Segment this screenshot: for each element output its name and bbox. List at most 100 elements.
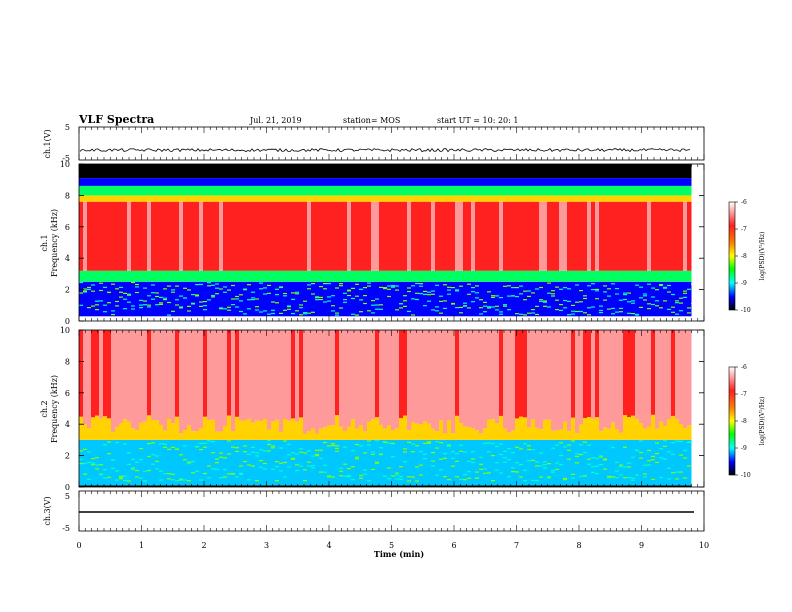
spectrogram-cell [411, 439, 415, 486]
spectrogram-cell [683, 195, 687, 202]
spectrogram-cell [91, 485, 95, 487]
spectrogram-cell [615, 485, 619, 487]
spectrogram-cell [503, 428, 507, 440]
spectrogram-cell [627, 330, 631, 418]
spectrogram-cell [659, 316, 663, 321]
spectrogram-speckle [475, 292, 479, 294]
spectrogram-cell [671, 281, 675, 317]
spectrogram-speckle [183, 287, 187, 289]
spectrogram-cell [455, 270, 459, 282]
spectrogram-cell [323, 281, 327, 317]
spectrogram-cell [367, 195, 371, 202]
spectrogram-speckle [323, 301, 327, 303]
spectrogram-cell [627, 201, 631, 271]
spectrogram-speckle [107, 302, 111, 304]
spectrogram-cell [663, 316, 667, 321]
spectrogram-cell [615, 186, 619, 196]
spectrogram-cell [475, 270, 479, 282]
spectrogram-speckle [195, 295, 199, 297]
spectrogram-cell [195, 439, 199, 486]
spectrogram-cell [535, 201, 539, 271]
spectrogram-cell [471, 178, 475, 186]
spectrogram-speckle [487, 472, 491, 474]
spectrogram-cell [103, 416, 107, 440]
spectrogram-cell [335, 195, 339, 202]
spectrogram-speckle [511, 471, 515, 473]
spectrogram-speckle [399, 478, 403, 481]
spectrogram-cell [687, 270, 691, 282]
spectrogram-cell [243, 420, 247, 440]
spectrogram-cell [331, 164, 335, 179]
spectrogram-speckle [395, 289, 399, 291]
spectrogram-speckle [99, 464, 103, 466]
spectrogram-cell [671, 186, 675, 196]
spectrogram-cell [339, 426, 343, 440]
spectrogram-cell [571, 186, 575, 196]
spectrogram-cell [523, 281, 527, 317]
spectrogram-cell [475, 195, 479, 202]
spectrogram-cell [155, 485, 159, 487]
spectrogram-cell [199, 330, 203, 428]
spectrogram-speckle [239, 294, 243, 296]
spectrogram-cell [259, 164, 263, 179]
spectrogram-cell [535, 316, 539, 321]
spectrogram-cell [547, 419, 551, 440]
spectrogram-cell [271, 439, 275, 486]
spectrogram-speckle [659, 476, 663, 479]
spectrogram-cell [423, 439, 427, 486]
spectrogram-cell [511, 430, 515, 440]
spectrogram-speckle [171, 473, 175, 475]
spectrogram-cell [291, 164, 295, 179]
spectrogram-cell [523, 270, 527, 282]
spectrogram-cell [583, 201, 587, 271]
spectrogram-cell [567, 195, 571, 202]
spectrogram-cell [435, 195, 439, 202]
spectrogram-cell [439, 420, 443, 440]
spectrogram-speckle [487, 442, 491, 444]
spectrogram-speckle [339, 470, 343, 472]
spectrogram-speckle [443, 300, 447, 302]
spectrogram-speckle [675, 300, 679, 302]
spectrogram-cell [359, 270, 363, 282]
spectrogram-cell [647, 178, 651, 186]
spectrogram-cell [91, 201, 95, 271]
spectrogram-cell [395, 281, 399, 317]
spectrogram-cell [431, 186, 435, 196]
spectrogram-speckle [143, 470, 147, 473]
spectrogram-cell [351, 270, 355, 282]
spectrogram-speckle [643, 293, 647, 295]
spectrogram-cell [655, 195, 659, 202]
spectrogram-speckle [411, 298, 415, 300]
spectrogram-speckle [363, 469, 367, 471]
spectrogram-cell [363, 178, 367, 186]
spectrogram-speckle [411, 285, 415, 287]
spectrogram-cell [319, 485, 323, 487]
spectrogram-cell [559, 281, 563, 317]
spectrogram-cell [587, 316, 591, 321]
spectrogram-cell [439, 439, 443, 486]
spectrogram-speckle [179, 454, 183, 456]
spectrogram-cell [351, 201, 355, 271]
spectrogram-cell [627, 164, 631, 179]
spectrogram-cell [379, 195, 383, 202]
spectrogram-cell [655, 186, 659, 196]
spectrogram-cell [99, 485, 103, 487]
spectrogram-cell [315, 186, 319, 196]
spectrogram-cell [399, 330, 403, 419]
spectrogram-cell [227, 439, 231, 486]
spectrogram-speckle [339, 475, 343, 477]
spectrogram-speckle [335, 445, 339, 447]
spectrogram-speckle [659, 457, 663, 459]
spectrogram-cell [531, 270, 535, 282]
spectrogram-cell [499, 330, 503, 416]
spectrogram-cell [103, 178, 107, 186]
spectrogram-speckle [559, 309, 563, 311]
spectrogram-cell [267, 281, 271, 317]
spectrogram-speckle [559, 288, 563, 290]
spectrogram-cell [131, 439, 135, 486]
spectrogram-cell [599, 201, 603, 271]
spectrogram-speckle [403, 305, 407, 307]
spectrogram-speckle [403, 300, 407, 302]
spectrogram-cell [83, 330, 87, 424]
spectrogram-speckle [359, 474, 363, 477]
